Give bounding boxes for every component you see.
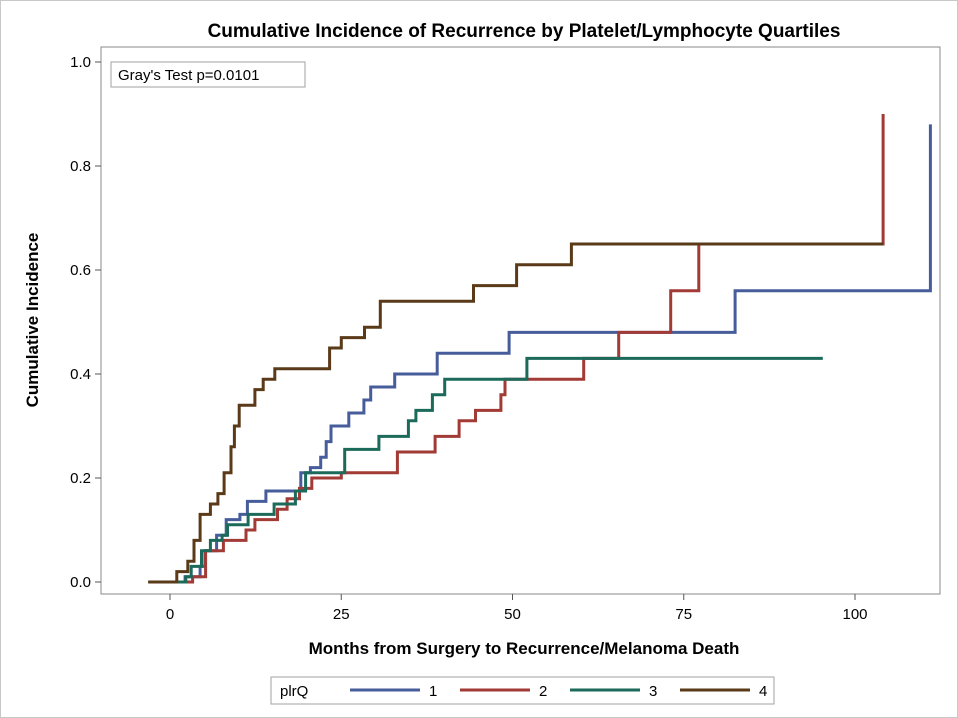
y-tick-label: 0.0 [70, 574, 91, 591]
legend-title: plrQ [280, 683, 308, 700]
chart-title: Cumulative Incidence of Recurrence by Pl… [208, 21, 841, 42]
x-axis: 0 25 50 75 100 [166, 594, 868, 623]
series-3-line [170, 356, 823, 584]
x-tick-label: 25 [333, 606, 350, 623]
annotation-text: Gray's Test p=0.0101 [118, 67, 259, 84]
annotation-frame [110, 61, 306, 88]
x-tick-label: 75 [675, 606, 692, 623]
y-tick-label: 0.4 [70, 366, 91, 383]
grays-test-annotation: Gray's Test p=0.0101 [110, 61, 306, 88]
legend-label-3: 3 [649, 683, 657, 700]
x-axis-title: Months from Surgery to Recurrence/Melano… [309, 639, 740, 658]
legend-label-2: 2 [539, 683, 547, 700]
legend-label-1: 1 [429, 683, 437, 700]
legend: plrQ 1 2 3 4 [270, 676, 775, 705]
legend-label-4: 4 [759, 683, 767, 700]
legend-items: 1 2 3 4 [350, 683, 767, 700]
y-tick-label: 0.6 [70, 262, 91, 279]
series-layer [148, 114, 932, 584]
y-axis-title: Cumulative Incidence [23, 233, 42, 408]
y-tick-label: 0.2 [70, 470, 91, 487]
x-tick-label: 50 [504, 606, 521, 623]
y-tick-label: 0.8 [70, 158, 91, 175]
plot-frame [100, 46, 941, 595]
x-tick-label: 0 [166, 606, 174, 623]
y-axis: 0.0 0.2 0.4 0.6 0.8 1.0 [70, 54, 101, 591]
series-4-line [148, 242, 884, 584]
x-tick-label: 100 [842, 606, 867, 623]
y-tick-label: 1.0 [70, 54, 91, 71]
